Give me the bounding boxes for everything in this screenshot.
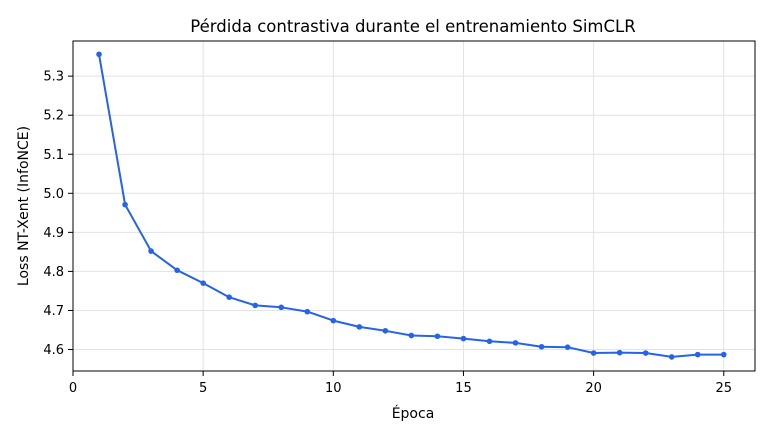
- data-point: [408, 332, 415, 339]
- data-point: [330, 317, 337, 324]
- data-point: [694, 351, 701, 358]
- y-tick-label: 5.2: [43, 109, 64, 124]
- y-tick-label: 4.7: [43, 304, 64, 319]
- data-point: [382, 327, 389, 334]
- y-axis-ticks: 4.6 4.7 4.8 4.9 5.0 5.1 5.2 5.3: [43, 70, 73, 358]
- data-point: [538, 343, 545, 350]
- y-tick-label: 5.0: [43, 187, 64, 202]
- data-point: [460, 335, 467, 342]
- data-point: [148, 248, 154, 254]
- grid-lines: [72, 41, 755, 371]
- data-point: [512, 340, 519, 346]
- data-point: [616, 349, 623, 356]
- data-point: [642, 350, 649, 356]
- data-point: [720, 351, 727, 358]
- x-tick-label: 25: [715, 381, 732, 396]
- data-point: [434, 333, 441, 340]
- data-point: [96, 51, 102, 58]
- data-point: [356, 324, 363, 330]
- data-point: [304, 308, 311, 315]
- data-point: [226, 294, 232, 300]
- chart-title: Pérdida contrastiva durante el entrenami…: [190, 17, 635, 36]
- data-point: [174, 267, 180, 274]
- x-tick-label: 5: [199, 381, 207, 396]
- data-point: [564, 344, 571, 350]
- x-tick-label: 0: [69, 381, 77, 396]
- x-axis-label: Época: [392, 405, 435, 422]
- data-point: [278, 304, 285, 311]
- data-point: [590, 350, 597, 356]
- x-tick-label: 10: [325, 381, 342, 396]
- y-tick-label: 4.8: [43, 265, 64, 280]
- y-tick-label: 5.3: [43, 70, 64, 85]
- x-tick-label: 15: [455, 381, 472, 396]
- data-point: [122, 201, 128, 208]
- x-tick-label: 20: [585, 381, 602, 396]
- y-tick-label: 4.9: [43, 226, 64, 241]
- plot-frame: [72, 40, 756, 372]
- y-tick-label: 4.6: [43, 343, 64, 358]
- x-axis-ticks: 0 5 10 15 20 25: [69, 371, 732, 396]
- data-point: [252, 302, 259, 309]
- y-axis-label: Loss NT-Xent (InfoNCE): [16, 126, 32, 286]
- y-tick-label: 5.1: [43, 148, 64, 163]
- data-point: [668, 354, 675, 360]
- data-point: [200, 280, 206, 286]
- data-series: [96, 51, 727, 360]
- data-point: [486, 338, 493, 345]
